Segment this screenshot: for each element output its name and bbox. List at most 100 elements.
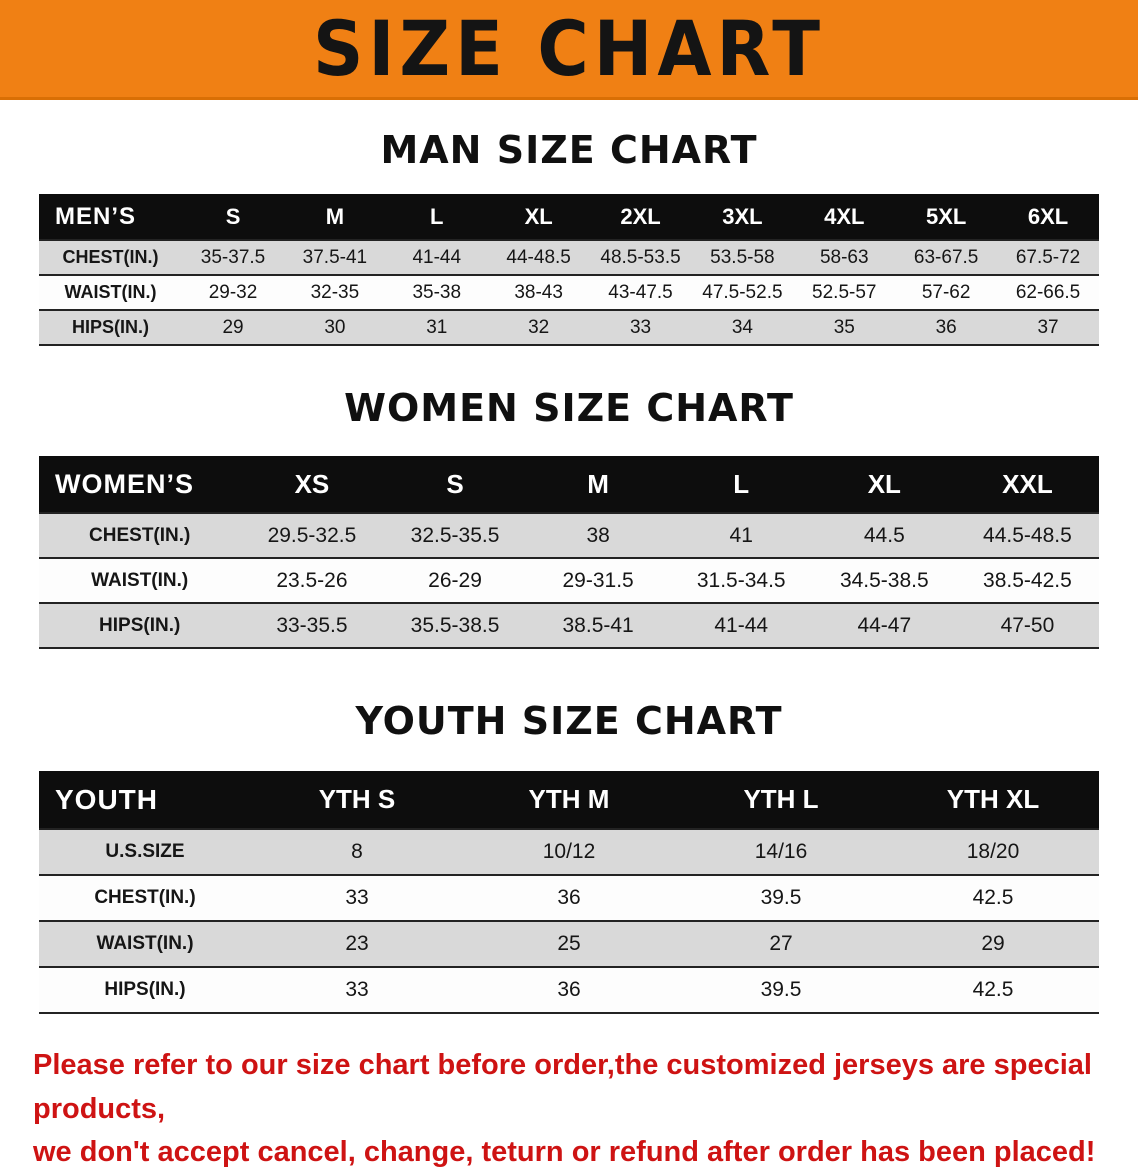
size-value-cell: 23.5-26	[276, 568, 348, 592]
size-value-cell: 47.5-52.5	[702, 281, 783, 303]
table-row: HIPS(IN.) 29 30 31 32 33 34 35 36 37	[39, 310, 1099, 345]
row-label: U.S.SIZE	[105, 841, 185, 862]
size-column-header: S	[446, 468, 464, 499]
size-value-cell: 36	[935, 316, 957, 338]
size-value-cell: 8	[351, 840, 363, 863]
size-value-cell: 33	[345, 886, 369, 909]
size-value-cell: 48.5-53.5	[600, 246, 681, 268]
size-column-header: 5XL	[925, 203, 967, 229]
size-value-cell: 29	[981, 932, 1005, 955]
size-value-cell: 35-37.5	[200, 246, 266, 268]
size-value-cell: 29-31.5	[562, 568, 634, 592]
size-value-cell: 32	[528, 316, 550, 338]
table-row: CHEST(IN.) 35-37.5 37.5-41 41-44 44-48.5 48.5…	[39, 240, 1099, 275]
size-value-cell: 36	[557, 886, 581, 909]
size-value-cell: 35-38	[412, 281, 462, 303]
size-value-cell: 29.5-32.5	[267, 523, 357, 547]
table-row: WAIST(IN.) 29-32 32-35 35-38 38-43 43-47.5 47.…	[39, 275, 1099, 310]
size-column-header: S	[225, 203, 241, 229]
women-size-table: WOMEN’S XS S M L XL XXL CHEST(IN.) 29.5-32.5 32.5…	[39, 456, 1099, 649]
table-title-cell: YOUTH	[55, 783, 158, 815]
size-value-cell: 38	[586, 523, 610, 547]
size-column-header: L	[733, 468, 750, 499]
women-table-wrapper: WOMEN’S XS S M L XL XXL CHEST(IN.) 29.5-32.5 32.5…	[39, 456, 1099, 649]
youth-size-table: YOUTH YTH S YTH M YTH L YTH XL U.S.SIZE 8 10/12…	[39, 771, 1099, 1014]
size-value-cell: 34	[731, 316, 753, 338]
table-row: HIPS(IN.) 33-35.5 35.5-38.5 38.5-41 41-44 44-…	[39, 603, 1099, 648]
size-column-header: L	[430, 203, 444, 229]
size-column-header: 4XL	[824, 203, 865, 229]
size-value-cell: 33-35.5	[276, 613, 348, 637]
youth-size-chart-section: YOUTH SIZE CHART YOUTH YTH S YTH M YTH L YTH…	[0, 699, 1138, 1014]
row-label: WAIST(IN.)	[96, 933, 194, 954]
women-size-chart-section: WOMEN SIZE CHART WOMEN’S XS S M L XL XXL CHEST(…	[0, 386, 1138, 649]
size-value-cell: 10/12	[542, 840, 596, 863]
size-value-cell: 38.5-41	[562, 613, 634, 637]
row-label: WAIST(IN.)	[64, 282, 157, 302]
size-value-cell: 35.5-38.5	[410, 613, 500, 637]
table-header-row: WOMEN’S XS S M L XL XXL	[39, 456, 1099, 513]
men-size-chart-section: MAN SIZE CHART MEN’S S M L XL 2XL 3XL 4XL 5XL 6XL…	[0, 128, 1138, 346]
size-value-cell: 44-47	[857, 613, 912, 637]
table-title-cell: MEN’S	[55, 202, 137, 230]
size-value-cell: 30	[324, 316, 346, 338]
size-value-cell: 33	[629, 316, 652, 338]
size-value-cell: 43-47.5	[608, 281, 673, 303]
women-section-heading: WOMEN SIZE CHART	[344, 386, 794, 430]
size-value-cell: 63-67.5	[913, 246, 979, 268]
men-size-table: MEN’S S M L XL 2XL 3XL 4XL 5XL 6XL CHEST(IN.) 35-37…	[39, 194, 1099, 346]
size-value-cell: 36	[557, 978, 581, 1001]
table-row: HIPS(IN.) 33 36 39.5 42.5	[39, 967, 1099, 1013]
size-value-cell: 52.5-57	[812, 281, 877, 303]
size-value-cell: 53.5-58	[710, 246, 775, 268]
size-value-cell: 41	[729, 523, 753, 547]
row-label: WAIST(IN.)	[91, 569, 189, 591]
size-value-cell: 44.5	[863, 523, 905, 547]
size-value-cell: 44.5-48.5	[983, 523, 1072, 547]
size-value-cell: 23	[345, 932, 369, 955]
size-value-cell: 35	[833, 316, 855, 338]
size-column-header: YTH M	[528, 784, 610, 814]
table-row: U.S.SIZE 8 10/12 14/16 18/20	[39, 829, 1099, 875]
table-row: CHEST(IN.) 33 36 39.5 42.5	[39, 875, 1099, 921]
size-value-cell: 27	[769, 932, 793, 955]
table-row: WAIST(IN.) 23 25 27 29	[39, 921, 1099, 967]
size-value-cell: 26-29	[428, 568, 482, 592]
size-value-cell: 62-66.5	[1015, 281, 1081, 303]
size-column-header: M	[587, 468, 609, 499]
size-column-header: YTH L	[743, 784, 819, 814]
youth-table-wrapper: YOUTH YTH S YTH M YTH L YTH XL U.S.SIZE 8 10/12…	[39, 771, 1099, 1014]
size-value-cell: 31	[426, 316, 448, 338]
table-title-cell: WOMEN’S	[55, 468, 194, 499]
men-section-heading: MAN SIZE CHART	[380, 128, 758, 172]
table-row: CHEST(IN.) 29.5-32.5 32.5-35.5 38 41 44.5 44.5…	[39, 513, 1099, 558]
size-value-cell: 44-48.5	[506, 246, 571, 268]
size-value-cell: 58-63	[819, 246, 869, 268]
size-column-header: XL	[524, 203, 553, 229]
row-label: HIPS(IN.)	[72, 317, 150, 337]
size-value-cell: 42.5	[972, 978, 1014, 1001]
table-row: WAIST(IN.) 23.5-26 26-29 29-31.5 31.5-34.5 34…	[39, 558, 1099, 603]
size-value-cell: 47-50	[1000, 613, 1055, 637]
size-value-cell: 41-44	[714, 613, 769, 637]
row-label: CHEST(IN.)	[94, 887, 196, 908]
size-value-cell: 57-62	[921, 281, 971, 303]
size-value-cell: 37	[1037, 316, 1059, 338]
size-value-cell: 32-35	[310, 281, 360, 303]
size-value-cell: 32.5-35.5	[410, 523, 500, 547]
size-value-cell: 29-32	[208, 281, 258, 303]
size-column-header: XS	[294, 468, 330, 499]
size-column-header: M	[325, 203, 345, 229]
size-value-cell: 14/16	[754, 840, 808, 863]
size-column-header: XL	[867, 468, 901, 499]
size-value-cell: 29	[222, 316, 244, 338]
size-value-cell: 31.5-34.5	[696, 568, 786, 592]
row-label: CHEST(IN.)	[89, 524, 191, 546]
size-value-cell: 34.5-38.5	[839, 568, 929, 592]
footer-note-line1: Please refer to our size chart before or…	[33, 1049, 1092, 1125]
youth-section-heading: YOUTH SIZE CHART	[355, 699, 783, 743]
size-column-header: YTH XL	[946, 784, 1040, 814]
footer-note: Please refer to our size chart before or…	[33, 1044, 1105, 1175]
size-column-header: 6XL	[1027, 203, 1069, 229]
size-value-cell: 37.5-41	[302, 246, 368, 268]
